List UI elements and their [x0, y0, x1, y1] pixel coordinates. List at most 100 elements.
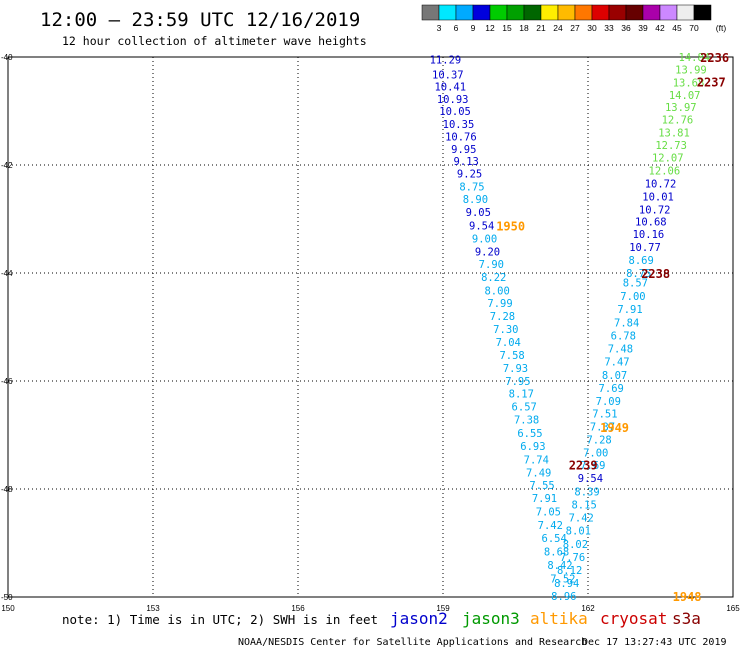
colorbar-swatch	[506, 4, 525, 21]
y-tick-label: -44	[1, 269, 13, 278]
colorbar-label: 9	[471, 23, 476, 33]
wave-height-value: 7.91	[532, 493, 557, 505]
colorbar-swatch	[625, 4, 644, 21]
y-tick-label: -48	[1, 485, 13, 494]
wave-height-value: 13.97	[665, 102, 697, 114]
colorbar-unit: (ft)	[716, 23, 727, 33]
wave-height-value: 7.28	[586, 434, 611, 446]
wave-height-value: 7.69	[580, 460, 605, 472]
y-tick-label: -40	[1, 53, 13, 62]
wave-height-value: 10.93	[437, 94, 469, 106]
plot-border	[7, 56, 734, 598]
wave-height-value: 12.76	[662, 115, 694, 127]
colorbar-swatch	[574, 4, 593, 21]
satellite-legend-item: jason2	[390, 609, 448, 628]
wave-height-value: 7.99	[487, 298, 512, 310]
wave-height-value: 8.42	[547, 560, 572, 572]
wave-height-value: 6.55	[517, 428, 542, 440]
wave-height-value: 7.58	[499, 350, 524, 362]
wave-height-value: 7.95	[505, 376, 530, 388]
pass-time-label: 2236	[700, 51, 729, 65]
colorbar-label: 42	[655, 23, 665, 33]
wave-height-value: 10.41	[434, 82, 466, 94]
wave-height-value: 7.42	[569, 513, 594, 525]
colorbar-swatch	[472, 4, 491, 21]
wave-height-value: 8.17	[509, 388, 534, 400]
pass-time-label: 2239	[569, 459, 598, 473]
grid-lines	[8, 57, 733, 597]
wave-height-value: 8.02	[563, 539, 588, 551]
colorbar-swatch	[676, 4, 695, 21]
colorbar-label: 36	[621, 23, 631, 33]
wave-height-value: 7.93	[503, 363, 528, 375]
wave-height-value: 8.12	[557, 565, 582, 577]
x-tick-label: 162	[581, 604, 595, 613]
wave-height-value: 7.51	[592, 408, 617, 420]
wave-height-value: 10.76	[445, 131, 477, 143]
x-tick-label: 159	[436, 604, 450, 613]
colorbar-swatch	[693, 4, 712, 21]
wave-height-value: 6.93	[520, 441, 545, 453]
chart-subtitle: 12 hour collection of altimeter wave hei…	[62, 34, 367, 48]
pass-time-label: 1950	[496, 219, 525, 233]
satellite-legend-item: cryosat	[600, 609, 667, 628]
satellite-legend-item: jason3	[462, 609, 520, 628]
colorbar-swatch	[591, 4, 610, 21]
wave-height-value: 7.28	[490, 311, 515, 323]
colorbar-swatch	[455, 4, 474, 21]
pass-time-label: 2238	[641, 267, 670, 281]
wave-height-value: 13.68	[673, 77, 705, 89]
wave-height-value: 8.22	[481, 272, 506, 284]
wave-height-value: 13.81	[658, 128, 690, 140]
colorbar-label: 12	[485, 23, 495, 33]
wave-height-value: 7.49	[526, 467, 551, 479]
colorbar-swatch	[523, 4, 542, 21]
wave-height-value: 7.55	[529, 480, 554, 492]
wave-height-value: 7.04	[496, 337, 521, 349]
footer-credit: NOAA/NESDIS Center for Satellite Applica…	[238, 637, 587, 648]
wave-height-value: 14.07	[669, 90, 701, 102]
wave-height-value: 14.84	[679, 52, 711, 64]
wave-height-value: 7.48	[608, 344, 633, 356]
pass-time-label: 1949	[600, 421, 629, 435]
wave-height-value: 10.72	[639, 204, 671, 216]
axis-ticks: 150 153 156 159 162 165 -40 -42 -44 -46 -48 -50	[1, 53, 740, 613]
wave-height-value: 7.69	[599, 383, 624, 395]
wave-height-value: 7.90	[479, 259, 504, 271]
wave-height-value: 10.01	[642, 191, 674, 203]
wave-height-value: 8.15	[571, 500, 596, 512]
wave-height-value: 12.07	[652, 152, 684, 164]
satellite-legend-item: altika	[530, 609, 588, 628]
colorbar-label: 21	[536, 23, 546, 33]
wave-height-value: 8.90	[463, 194, 488, 206]
wave-height-value: 6.78	[611, 331, 636, 343]
wave-height-value: 8.96	[551, 591, 576, 603]
wave-height-value: 7.42	[538, 520, 563, 532]
colorbar-label: 33	[604, 23, 614, 33]
wave-height-value: 10.16	[633, 229, 665, 241]
colorbar-label: 24	[553, 23, 563, 33]
colorbar-legend: 3 6 9 12 15 18 21 24 27 30 33 36 39 42 45 70 (ft)	[421, 4, 727, 33]
wave-height-value: 9.25	[457, 169, 482, 181]
colorbar-swatch	[659, 4, 678, 21]
pass-time-label: 2237	[697, 75, 726, 89]
wave-height-value: 9.20	[475, 246, 500, 258]
wave-height-value: 6.54	[542, 533, 567, 545]
wave-height-value: 6.57	[512, 401, 537, 413]
footer-timestamp: Dec 17 13:27:43 UTC 2019	[582, 637, 727, 648]
wave-height-value: 7.05	[536, 507, 561, 519]
x-tick-label: 156	[291, 604, 305, 613]
wave-height-value: 7.76	[560, 552, 585, 564]
pass-time-labels: 2236 2237 1950 2238 1949 2239 1948	[496, 51, 729, 604]
pass-time-label: 1948	[673, 590, 702, 604]
wave-height-value: 10.37	[432, 69, 464, 81]
wave-height-value: 7.37	[590, 421, 615, 433]
colorbar-swatch	[421, 4, 440, 21]
colorbar-label: 39	[638, 23, 648, 33]
colorbar-swatch	[642, 4, 661, 21]
wave-height-value: 8.01	[566, 526, 591, 538]
x-tick-label: 153	[146, 604, 160, 613]
x-tick-label: 150	[1, 604, 15, 613]
colorbar-label: 3	[437, 23, 442, 33]
